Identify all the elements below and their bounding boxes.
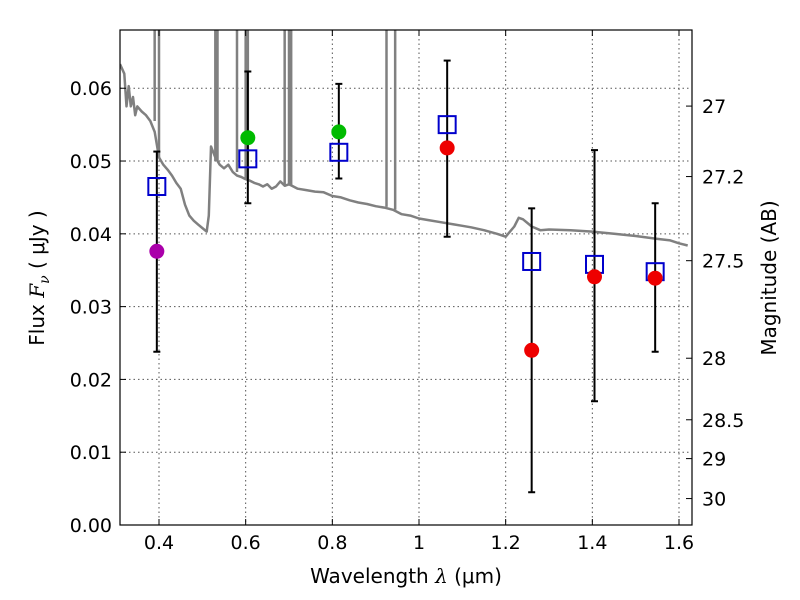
x-axis-title-text: Wavelength [310,564,435,588]
x-tick-label: 1.4 [577,532,607,554]
magnitude-tick-label: 28.5 [702,410,744,432]
y-tick-label: 0.01 [70,442,112,464]
y2-axis-title: Magnitude (AB) [757,200,781,355]
observed-point-marker [647,270,663,286]
model-square-marker [238,149,258,169]
y-axis-title: Flux Fν ( μJy ) [25,210,53,345]
y-tick-label: 0.05 [70,151,112,173]
y-tick-label: 0.03 [70,297,112,319]
y-axis-title-subscript: ν [37,275,53,284]
model-square-marker [522,251,542,271]
model-square-marker [437,115,457,135]
x-tick-label: 1.2 [491,532,521,554]
axis-ticks: 0.4 0.6 0.8 1 1.2 1.4 1.6 0.00 0.01 0.02 0.03 0.04 0… [70,30,744,554]
x-axis-title: Wavelength λ (μm) [310,564,502,588]
x-axis-title-unit: (μm) [448,564,502,588]
y-axis-title-unit: ( μJy ) [25,210,49,275]
x-tick-label: 0.4 [144,532,174,554]
magnitude-tick-label: 27.2 [702,167,744,189]
x-tick-label: 0.8 [317,532,347,554]
y-tick-label: 0.04 [70,224,112,246]
x-tick-label: 0.6 [231,532,261,554]
magnitude-tick-label: 27.5 [702,251,744,273]
model-square-marker [329,142,349,162]
x-axis-title-symbol: λ [434,564,448,588]
magnitude-tick-label: 27 [702,96,726,118]
x-tick-label: 1.6 [664,532,694,554]
magnitude-tick-label: 30 [702,489,726,511]
observed-point-marker [524,342,540,358]
y-tick-label: 0.06 [70,78,112,100]
observed-point-marker [439,140,455,156]
y-tick-label: 0.02 [70,369,112,391]
model-square-marker [147,177,167,197]
y-axis-title-text: Flux [25,298,49,346]
spectrum-line [120,63,689,247]
plot-frame [119,29,693,526]
magnitude-tick-label: 28 [702,348,726,370]
magnitude-tick-label: 29 [702,449,726,471]
observed-point-marker [240,130,256,146]
observed-points-group [149,124,663,358]
observed-point-marker [331,124,347,140]
observed-point-marker [587,269,602,285]
y-axis-title-symbol: F [25,283,49,299]
x-tick-label: 1 [413,532,425,554]
y-tick-label: 0.00 [70,515,112,537]
model-points-group [147,115,665,282]
observed-point-marker [149,243,165,259]
